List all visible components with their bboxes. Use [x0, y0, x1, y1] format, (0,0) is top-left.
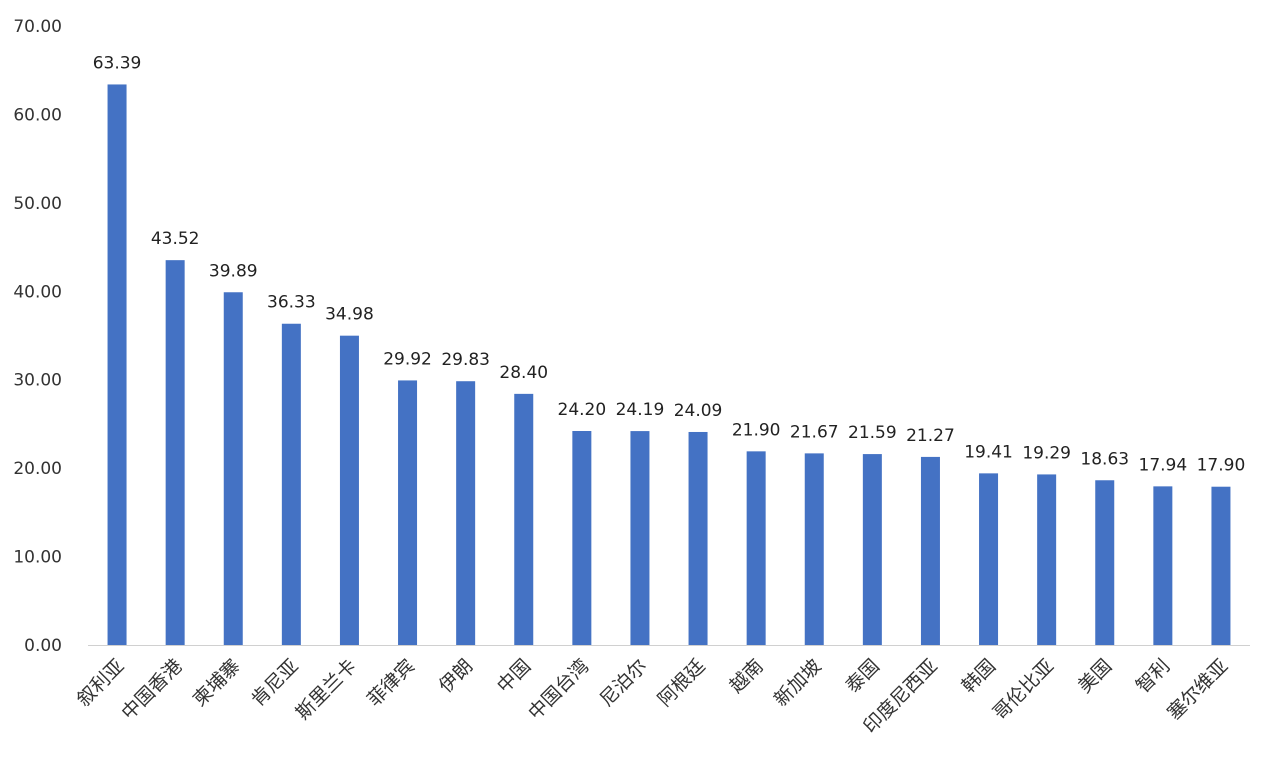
- data-label: 17.90: [1197, 456, 1246, 476]
- x-tick-label: 肯尼亚: [247, 655, 303, 711]
- x-tick-label: 新加坡: [770, 655, 826, 711]
- y-tick-label: 30.00: [13, 371, 62, 391]
- data-label: 63.39: [93, 53, 142, 73]
- y-axis-ticks: 0.00 10.00 20.00 30.00 40.00 50.00 60.00 70.00: [13, 17, 62, 656]
- data-label: 39.89: [209, 261, 258, 281]
- bar: [281, 323, 301, 645]
- data-label: 43.52: [151, 229, 200, 249]
- bar: [514, 393, 534, 645]
- data-label: 29.83: [441, 350, 490, 370]
- bar: [456, 381, 476, 645]
- bar: [1153, 486, 1173, 645]
- bar: [1037, 474, 1057, 645]
- data-label: 21.90: [732, 420, 781, 440]
- x-tick-label: 柬埔寨: [189, 655, 245, 711]
- x-tick-label: 斯里兰卡: [292, 655, 361, 724]
- data-label: 18.63: [1080, 449, 1129, 469]
- bar: [1095, 480, 1115, 645]
- x-tick-label: 哥伦比亚: [989, 655, 1058, 724]
- data-label: 28.40: [499, 363, 548, 383]
- bar: [339, 335, 359, 645]
- bar: [979, 473, 999, 645]
- data-label: 19.29: [1022, 443, 1071, 463]
- data-label: 24.19: [616, 400, 665, 420]
- bar: [688, 431, 708, 645]
- y-tick-label: 40.00: [13, 282, 62, 302]
- x-tick-label: 叙利亚: [73, 655, 129, 711]
- x-tick-label: 智利: [1132, 655, 1174, 697]
- x-tick-label: 中国: [493, 655, 535, 697]
- x-tick-label: 美国: [1074, 655, 1116, 697]
- data-label: 21.67: [790, 422, 839, 442]
- bar: [1211, 486, 1231, 645]
- bar: [920, 456, 940, 645]
- x-tick-label: 阿根廷: [654, 655, 710, 711]
- bar: [223, 292, 243, 645]
- bar: [804, 453, 824, 645]
- bar: [165, 260, 185, 645]
- x-tick-label: 泰国: [841, 655, 883, 697]
- bar: [107, 84, 127, 645]
- y-tick-label: 50.00: [13, 194, 62, 214]
- x-tick-label: 菲律宾: [363, 655, 419, 711]
- data-label: 29.92: [383, 349, 432, 369]
- x-axis-labels: 叙利亚中国香港 柬埔寨 肯尼亚斯里兰卡 菲律宾 伊朗 中国中国台湾 尼泊尔 阿根廷 越南 新加坡泰…: [73, 655, 1233, 738]
- y-tick-label: 10.00: [13, 548, 62, 568]
- bar: [630, 431, 650, 645]
- data-label: 19.41: [964, 442, 1013, 462]
- x-tick-label: 韩国: [958, 655, 1000, 697]
- y-tick-label: 70.00: [13, 17, 62, 37]
- y-tick-label: 20.00: [13, 459, 62, 479]
- x-tick-label: 中国香港: [117, 655, 186, 724]
- data-label: 24.09: [674, 401, 723, 421]
- x-tick-label: 塞尔维亚: [1163, 655, 1232, 724]
- x-tick-label: 尼泊尔: [596, 655, 652, 711]
- data-label: 21.59: [848, 423, 897, 443]
- y-tick-label: 0.00: [24, 636, 62, 656]
- data-labels: 63.39 43.52 39.89 36.33 34.98 29.92 29.83 28.40…: [93, 53, 1246, 475]
- x-tick-label: 伊朗: [435, 655, 477, 697]
- data-label: 17.94: [1139, 455, 1188, 475]
- x-tick-label: 中国台湾: [524, 655, 593, 724]
- bars: [107, 84, 1231, 645]
- y-tick-label: 60.00: [13, 105, 62, 125]
- bar: [398, 380, 418, 645]
- data-label: 21.27: [906, 426, 955, 446]
- data-label: 34.98: [325, 305, 374, 325]
- data-label: 36.33: [267, 293, 316, 313]
- bar: [862, 454, 882, 645]
- x-tick-label: 越南: [725, 655, 767, 697]
- bar: [746, 451, 766, 645]
- bar: [572, 431, 592, 645]
- data-label: 24.20: [558, 400, 607, 420]
